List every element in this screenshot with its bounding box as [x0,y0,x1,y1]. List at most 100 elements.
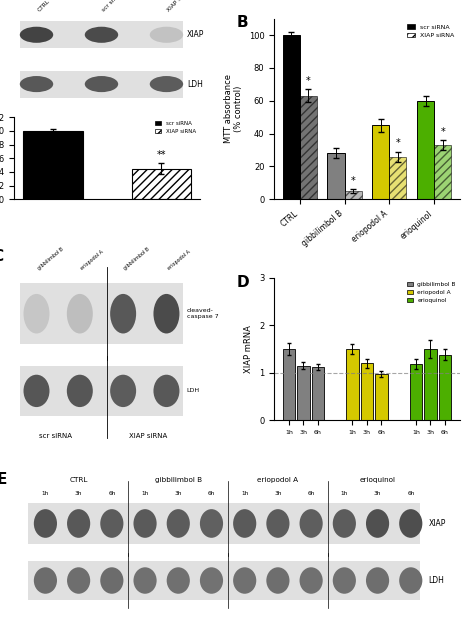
Ellipse shape [200,509,223,538]
Bar [434,145,451,199]
Text: LDH: LDH [187,388,200,393]
Text: XIAP: XIAP [187,30,204,39]
Ellipse shape [300,509,323,538]
Text: XIAP siRNA: XIAP siRNA [129,434,167,439]
Bar [390,157,406,199]
Y-axis label: MTT absorbance
(% control): MTT absorbance (% control) [224,75,243,144]
Text: 1h: 1h [42,491,49,496]
Text: **: ** [157,151,166,160]
Bar [20,21,183,49]
Bar [328,153,345,199]
Bar [27,503,419,544]
Ellipse shape [67,509,90,538]
Ellipse shape [200,567,223,594]
Bar [311,367,324,420]
Text: XIAP siRNA: XIAP siRNA [166,0,193,12]
Bar [373,126,390,199]
Text: erioquinol: erioquinol [360,477,396,483]
Ellipse shape [167,567,190,594]
Text: gibbilimbol B: gibbilimbol B [123,246,151,271]
Ellipse shape [154,294,180,333]
Text: 6h: 6h [308,491,315,496]
Ellipse shape [366,509,389,538]
Ellipse shape [100,567,123,594]
Text: 6h: 6h [108,491,116,496]
Ellipse shape [150,76,183,92]
Ellipse shape [333,509,356,538]
Ellipse shape [85,76,118,92]
Bar [345,191,362,199]
Bar [361,363,374,420]
Y-axis label: XIAP mRNA: XIAP mRNA [245,325,254,373]
Bar [346,349,359,420]
Ellipse shape [266,509,290,538]
Text: 6h: 6h [208,491,215,496]
Text: 1h: 1h [141,491,149,496]
Ellipse shape [110,374,136,407]
Text: *: * [395,138,401,149]
Bar [375,374,388,420]
Text: eriopodol A: eriopodol A [80,249,104,271]
Ellipse shape [67,294,93,333]
Ellipse shape [399,567,422,594]
Ellipse shape [67,567,90,594]
Text: 3h: 3h [174,491,182,496]
Bar [410,364,422,420]
Ellipse shape [20,27,53,43]
Bar [20,284,183,344]
Text: B: B [237,15,249,30]
Legend: scr siRNA, XIAP siRNA: scr siRNA, XIAP siRNA [154,120,197,135]
Ellipse shape [134,567,156,594]
Text: 3h: 3h [374,491,381,496]
Bar [27,562,419,600]
Text: gibbilimbol B: gibbilimbol B [155,477,202,483]
Ellipse shape [233,509,256,538]
Ellipse shape [67,374,93,407]
Ellipse shape [85,27,118,43]
Text: 1h: 1h [341,491,348,496]
Ellipse shape [167,509,190,538]
Ellipse shape [150,27,183,43]
Bar [417,101,434,199]
Ellipse shape [266,567,290,594]
Bar [283,349,295,420]
Text: 1h: 1h [241,491,248,496]
Bar [132,169,191,199]
Text: scr siRNA: scr siRNA [101,0,125,12]
Ellipse shape [34,509,57,538]
Bar [23,131,82,199]
Text: CTRL: CTRL [36,0,51,12]
Text: 3h: 3h [75,491,82,496]
Text: E: E [0,471,7,486]
Ellipse shape [34,567,57,594]
Text: scr siRNA: scr siRNA [38,434,72,439]
Bar [20,366,183,415]
Text: eriopodol A: eriopodol A [166,249,191,271]
Ellipse shape [110,294,136,333]
Ellipse shape [100,509,123,538]
Bar [283,35,300,199]
Text: D: D [237,275,250,290]
Ellipse shape [300,567,323,594]
Text: 6h: 6h [407,491,414,496]
Text: LDH: LDH [187,80,203,88]
Bar [20,70,183,98]
Ellipse shape [233,567,256,594]
Ellipse shape [24,294,49,333]
Bar [300,96,317,199]
Bar [438,355,451,420]
Ellipse shape [366,567,389,594]
Ellipse shape [333,567,356,594]
Text: C: C [0,249,3,264]
Bar [297,366,310,420]
Text: CTRL: CTRL [69,477,88,483]
Text: LDH: LDH [428,576,445,585]
Bar [424,349,437,420]
Ellipse shape [399,509,422,538]
Text: *: * [306,76,310,86]
Text: gibbilimbol B: gibbilimbol B [36,246,64,271]
Legend: gibbilimbol B, eriopodol A, erioquinol: gibbilimbol B, eriopodol A, erioquinol [406,281,457,304]
Ellipse shape [20,76,53,92]
Text: 3h: 3h [274,491,282,496]
Ellipse shape [134,509,156,538]
